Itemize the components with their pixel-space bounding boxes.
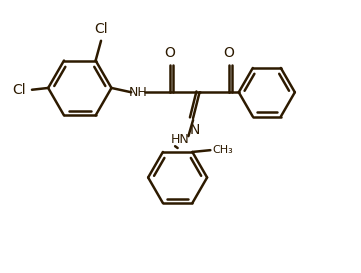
Text: O: O	[165, 46, 175, 60]
Text: N: N	[190, 123, 200, 137]
Text: O: O	[223, 46, 235, 60]
Text: NH: NH	[128, 86, 147, 99]
Text: Cl: Cl	[12, 83, 26, 97]
Text: HN: HN	[171, 133, 190, 146]
Text: CH₃: CH₃	[212, 145, 233, 155]
Text: Cl: Cl	[94, 22, 108, 37]
